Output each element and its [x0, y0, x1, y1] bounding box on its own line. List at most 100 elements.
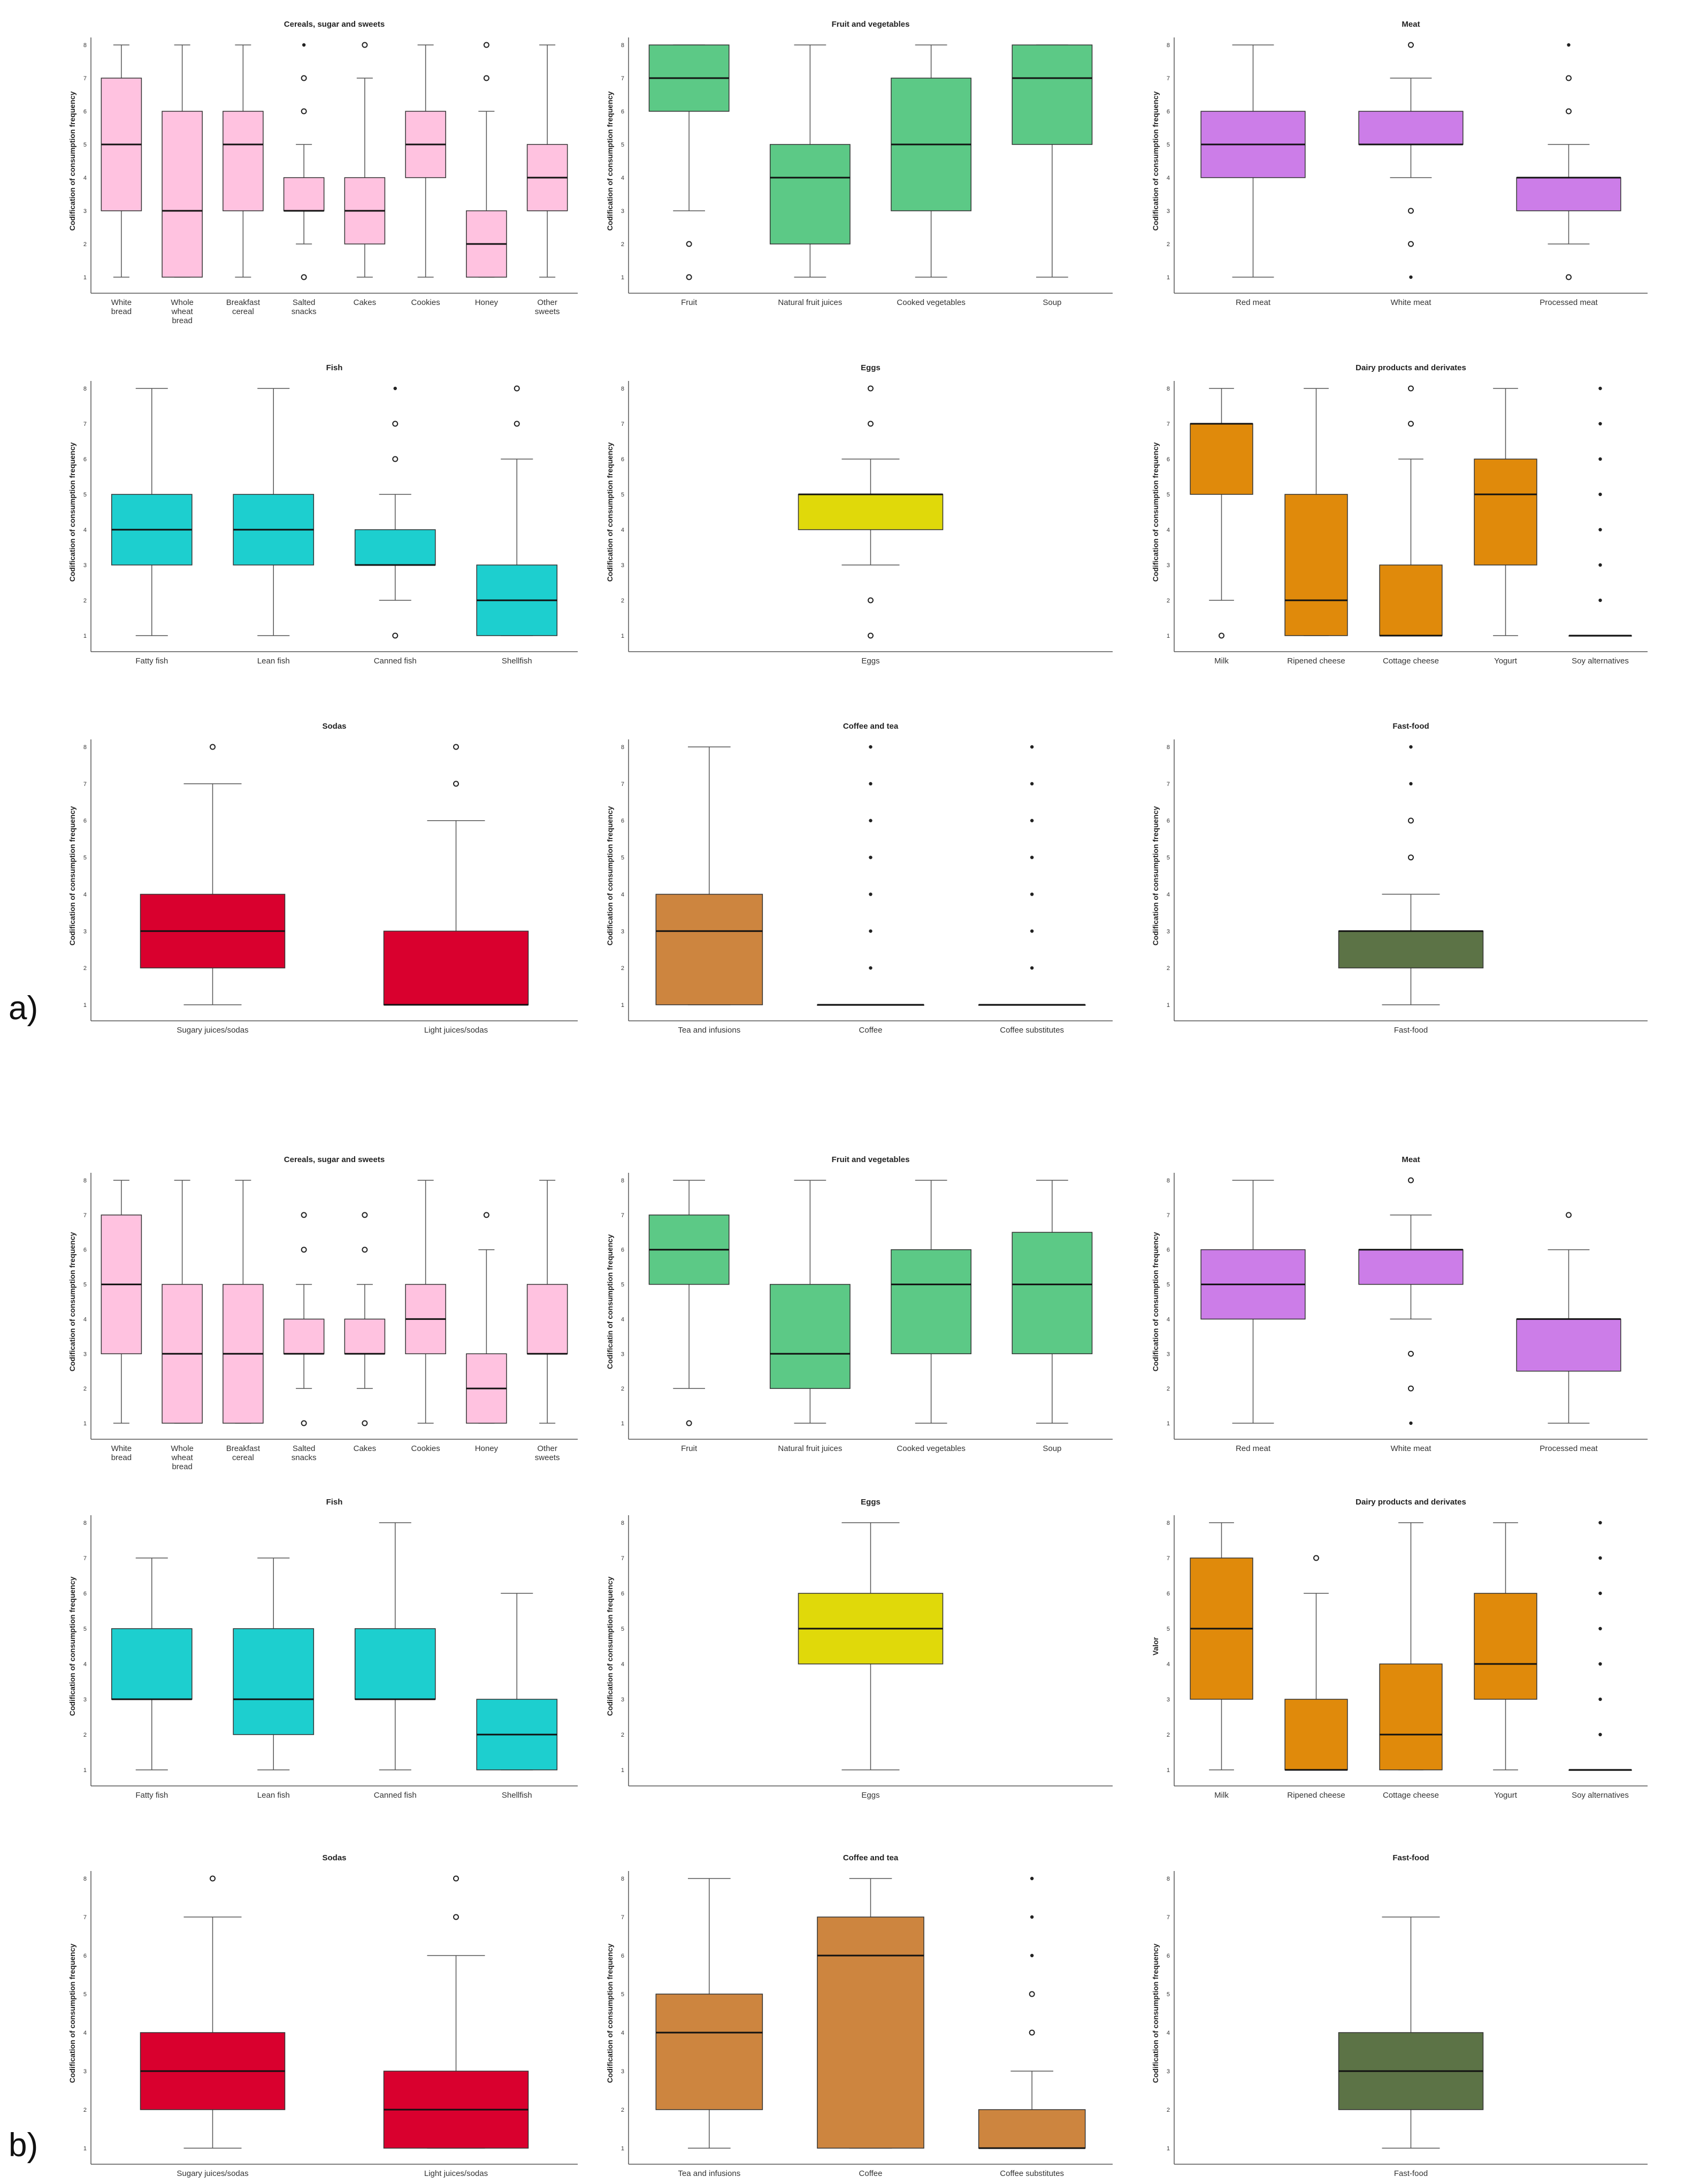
extreme-point: [1598, 1662, 1602, 1666]
x-tick-label: Yogurt: [1494, 656, 1518, 666]
box-1: [1284, 388, 1348, 636]
x-tick-label: bread: [172, 1462, 192, 1471]
outlier-point: [1566, 274, 1572, 280]
x-tick-label: Processed meat: [1540, 1444, 1598, 1453]
y-tick-label: 4: [1167, 1661, 1170, 1668]
box-1: [383, 744, 529, 1006]
extreme-point: [869, 745, 872, 749]
y-tick-label: 2: [621, 965, 624, 972]
iqr-box: [162, 111, 203, 278]
box-2: [891, 1180, 972, 1424]
chart-title: Fast-food: [1392, 722, 1429, 731]
iqr-box: [1284, 494, 1348, 636]
extreme-point: [869, 929, 872, 933]
x-tick-label: Sugary juices/sodas: [177, 1026, 248, 1035]
outlier-point: [392, 632, 399, 639]
y-tick-label: 5: [83, 492, 87, 498]
y-axis-label: Codification of consumption frequency: [68, 1232, 76, 1372]
iqr-box: [1284, 1699, 1348, 1770]
x-tick-label: Tea and infusions: [678, 2169, 740, 2178]
y-tick-label: 7: [621, 75, 624, 82]
y-tick-label: 1: [83, 1421, 87, 1427]
iqr-box: [1358, 111, 1464, 145]
outlier-point: [868, 385, 874, 392]
outlier-point: [483, 1212, 489, 1218]
chart-title: Fish: [326, 363, 343, 372]
x-tick-label: Coffee substitutes: [1000, 2169, 1064, 2178]
outlier-point: [483, 75, 489, 81]
x-tick-label: Other: [537, 298, 557, 307]
extreme-point: [1567, 43, 1571, 47]
iqr-box: [798, 494, 944, 530]
x-tick-label: Soup: [1043, 1444, 1061, 1453]
box-0: [1200, 44, 1306, 278]
y-tick-label: 1: [1167, 1767, 1170, 1774]
y-tick-label: 5: [621, 492, 624, 498]
y-tick-label: 5: [621, 142, 624, 148]
y-tick-label: 1: [621, 1421, 624, 1427]
y-tick-label: 8: [621, 386, 624, 392]
iqr-box: [383, 930, 529, 1005]
box-2: [1379, 385, 1443, 637]
y-tick-label: 4: [1167, 527, 1170, 533]
x-tick-label: Breakfast: [226, 1444, 261, 1453]
box-0: [1338, 745, 1484, 1005]
y-tick-label: 3: [83, 1351, 87, 1357]
x-tick-label: Light juices/sodas: [424, 1026, 488, 1035]
y-tick-label: 2: [1167, 2107, 1170, 2113]
iqr-box: [223, 111, 264, 211]
y-tick-label: 2: [83, 1732, 87, 1738]
x-tick-label: Milk: [1214, 656, 1229, 666]
iqr-box: [1379, 1663, 1443, 1770]
y-axis-label: Codification of consumption frequency: [68, 1577, 76, 1716]
chart-title: Coffee and tea: [843, 1853, 899, 1862]
x-tick-label: Soy alternatives: [1572, 656, 1629, 666]
outlier-point: [301, 75, 307, 81]
extreme-point: [1030, 892, 1034, 896]
y-tick-label: 8: [83, 386, 87, 392]
box-2: [223, 1180, 264, 1424]
outlier-point: [362, 1212, 368, 1218]
box-0: [1338, 1916, 1484, 2149]
y-tick-label: 2: [1167, 1732, 1170, 1738]
box-1: [233, 1557, 315, 1770]
box-6: [466, 42, 507, 278]
iqr-box: [769, 1284, 851, 1389]
x-tick-label: Lean fish: [257, 1791, 290, 1800]
x-tick-label: Cakes: [354, 298, 377, 307]
iqr-box: [1012, 1232, 1093, 1355]
y-tick-label: 7: [621, 1212, 624, 1219]
box-1: [1358, 1177, 1464, 1425]
outlier-point: [210, 744, 216, 750]
box-4: [344, 42, 386, 278]
y-tick-label: 3: [1167, 1697, 1170, 1703]
y-tick-label: 3: [621, 928, 624, 935]
y-tick-label: 1: [621, 1002, 624, 1009]
y-axis-label: Codification of consumption frequency: [1151, 1944, 1160, 2083]
outlier-point: [453, 781, 459, 787]
y-tick-label: 7: [83, 781, 87, 788]
box-0: [111, 1557, 193, 1770]
box-1: [769, 1180, 851, 1424]
box-3: [283, 1212, 325, 1426]
y-tick-label: 8: [83, 1876, 87, 1882]
y-tick-label: 8: [621, 1876, 624, 1882]
extreme-point: [1409, 1421, 1413, 1425]
outlier-point: [1408, 42, 1414, 48]
x-tick-label: cereal: [232, 307, 254, 316]
x-tick-label: Eggs: [861, 1791, 879, 1800]
outlier-point: [1408, 854, 1414, 861]
y-tick-label: 5: [621, 1282, 624, 1288]
extreme-point: [1598, 457, 1602, 461]
x-tick-label: Fatty fish: [135, 656, 168, 666]
box-3: [476, 1593, 558, 1770]
extreme-point: [1030, 1876, 1034, 1881]
chart-title: Coffee and tea: [843, 722, 899, 731]
y-tick-label: 2: [83, 241, 87, 248]
iqr-box: [283, 177, 325, 211]
y-tick-label: 1: [1167, 633, 1170, 639]
x-tick-label: Cooked vegetables: [897, 1444, 965, 1453]
iqr-box: [233, 1628, 315, 1735]
outlier-point: [301, 108, 307, 114]
